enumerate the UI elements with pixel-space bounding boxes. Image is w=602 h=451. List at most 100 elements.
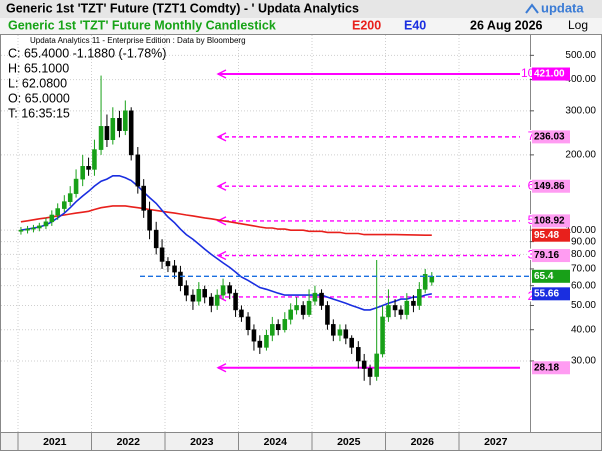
price-tag-label: 149.86 <box>534 181 565 192</box>
candle-body <box>386 305 391 318</box>
candle-body <box>67 193 73 202</box>
moving-average-line <box>20 205 432 236</box>
candle-body <box>190 294 196 302</box>
candle-body <box>110 118 116 140</box>
info-text: Updata Analytics 11 - Enterprise Edition… <box>30 36 246 45</box>
time-axis <box>0 432 602 451</box>
candle-body <box>80 166 85 180</box>
candle-body <box>392 305 398 311</box>
candle-body <box>104 126 110 140</box>
candle-body <box>147 210 152 231</box>
candle-body <box>319 292 324 306</box>
candle-body <box>306 300 312 315</box>
fib-arrow <box>216 250 227 261</box>
y-tick-label: 30.00 <box>571 356 596 367</box>
candle-body <box>178 271 183 286</box>
fib-arrow <box>216 132 227 142</box>
y-tick-label: 70.00 <box>571 264 596 275</box>
logo-text: updata <box>541 0 584 15</box>
candle-body <box>62 201 67 209</box>
candle-body <box>245 316 251 331</box>
price-tag-label: 95.48 <box>534 230 559 241</box>
candle-body <box>422 274 428 290</box>
y-tick-label: 200.00 <box>565 150 596 161</box>
y-tick-label: 400.00 <box>565 74 596 85</box>
candle-body <box>275 324 281 331</box>
candle-body <box>233 292 238 311</box>
scale-label: Log <box>568 18 588 32</box>
candle-body <box>282 319 288 331</box>
candle-body <box>288 309 293 320</box>
y-tick-label: 80.00 <box>571 249 596 260</box>
price-tag <box>532 249 570 263</box>
y-tick-label: 40.00 <box>571 324 596 335</box>
info-text: O: 65.0000 <box>8 91 70 105</box>
x-tick-label: 2024 <box>264 436 288 448</box>
candle-body <box>123 110 128 131</box>
logo: updata <box>525 0 584 15</box>
price-tag-label: 236.03 <box>534 132 565 143</box>
candle-body <box>294 305 299 311</box>
info-text: C: 65.4000 -1.1880 (-1.78%) <box>8 46 166 60</box>
y-tick-label: 50.00 <box>571 300 596 311</box>
candle-body <box>361 360 367 369</box>
candle-body <box>239 309 244 318</box>
candle-body <box>135 154 141 187</box>
moving-average-line <box>20 175 432 311</box>
candle-body <box>172 265 177 273</box>
candle-body <box>251 329 257 342</box>
price-tag-label: 55.66 <box>534 288 559 299</box>
fib-arrow <box>216 216 227 226</box>
x-tick-label: 2026 <box>411 436 435 448</box>
x-tick-label: 2021 <box>43 436 67 448</box>
y-tick-label: 300.00 <box>565 105 596 116</box>
fib-arrow <box>216 181 227 191</box>
candle-body <box>220 285 226 296</box>
price-tag-label: 65.4 <box>534 271 554 282</box>
candle-body <box>141 185 146 211</box>
chart-title: Generic 1st 'TZT' Future Monthly Candles… <box>8 18 276 32</box>
candle-body <box>117 118 122 131</box>
legend-entry: E40 <box>404 18 426 32</box>
y-tick-label: 100.00 <box>565 225 596 236</box>
candle-body <box>31 227 36 230</box>
candle-body <box>398 309 404 315</box>
candle-body <box>337 329 343 336</box>
candle-body <box>86 166 91 170</box>
candle-body <box>92 149 97 170</box>
candle-body <box>209 296 214 306</box>
price-tag-label: 79.16 <box>534 250 559 261</box>
candle-body <box>349 337 354 348</box>
candle-body <box>37 225 42 229</box>
fib-arrow <box>216 69 227 79</box>
candle-body <box>214 294 220 306</box>
candle-body <box>227 285 232 294</box>
candle-body <box>367 368 373 377</box>
candle-body <box>312 292 318 302</box>
info-text: T: 16:35:15 <box>8 106 70 120</box>
fib-arrow <box>216 363 227 373</box>
candle-body <box>417 289 422 306</box>
candle-body <box>153 229 159 249</box>
candle-body <box>73 178 79 194</box>
chart-date: 26 Aug 2026 <box>470 18 543 32</box>
candle-body <box>43 221 49 227</box>
y-tick-label: 90.00 <box>571 236 596 247</box>
price-tag <box>532 67 570 81</box>
candle-body <box>257 340 263 348</box>
candle-body <box>331 324 336 336</box>
y-tick-label: 500.00 <box>565 50 596 61</box>
candle-body <box>343 329 349 339</box>
candle-body <box>411 300 416 306</box>
candle-body <box>300 305 306 315</box>
logo-icon <box>525 3 539 14</box>
price-tag <box>532 287 570 301</box>
price-tag-label: 28.18 <box>534 362 559 373</box>
candle-body <box>356 347 361 362</box>
price-tag-label: 421.00 <box>534 69 565 80</box>
candle-body <box>98 126 104 150</box>
candle-body <box>165 261 171 267</box>
